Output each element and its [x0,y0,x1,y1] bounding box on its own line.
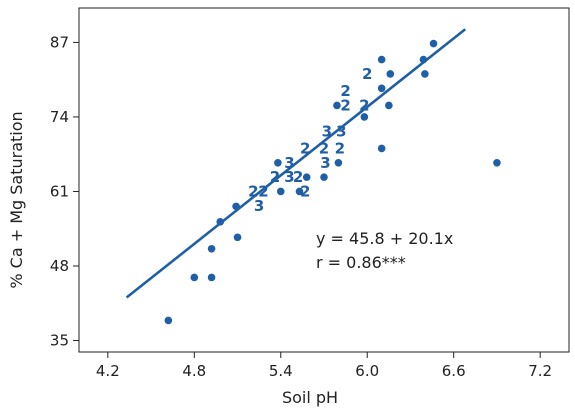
x-tick-label: 6.6 [442,362,466,380]
count-label: 2 [335,139,345,157]
x-tick-label: 4.8 [182,362,206,380]
regression-line [127,29,466,297]
count-label: 3 [320,154,330,172]
count-label: 3 [254,197,264,215]
data-point [208,274,216,282]
count-label: 2 [270,168,280,186]
y-tick-label: 74 [50,108,69,126]
data-points [165,40,501,325]
data-point [320,173,328,181]
x-tick-label: 4.2 [96,362,120,380]
data-point [386,70,394,78]
data-point [385,102,393,110]
data-point [378,145,386,153]
data-point [232,203,240,211]
count-label: 2 [300,139,310,157]
regression-line-group [127,29,466,297]
count-label: 3 [336,122,346,140]
data-point [165,317,173,325]
y-axis-label: % Ca + Mg Saturation [7,111,26,288]
data-point [208,245,216,253]
correlation-coefficient: r = 0.86*** [316,253,406,272]
data-point [274,159,282,167]
x-axis-label: Soil pH [282,388,338,407]
count-label: 2 [300,182,310,200]
data-point [421,70,429,78]
x-tick-label: 6.0 [355,362,379,380]
data-point [420,56,428,64]
data-point [378,56,386,64]
regression-equation: y = 45.8 + 20.1x [316,229,453,248]
count-label: 2 [362,65,372,83]
data-point [430,40,438,48]
x-tick-label: 7.2 [528,362,552,380]
count-label: 3 [322,122,332,140]
x-tick-label: 5.4 [269,362,293,380]
data-point [378,84,386,92]
y-tick-label: 61 [50,182,69,200]
data-point [277,188,285,196]
data-point [216,218,224,226]
data-point [303,173,311,181]
count-label: 2 [359,96,369,114]
data-point [234,234,242,242]
data-point [335,159,343,167]
data-point [190,274,198,282]
y-axis: 35 48 61 74 87 [50,33,79,349]
count-label: 2 [340,82,350,100]
x-axis: 4.2 4.8 5.4 6.0 6.6 7.2 [96,352,552,380]
y-tick-label: 48 [50,257,69,275]
y-tick-label: 87 [50,33,69,51]
data-point [493,159,501,167]
y-tick-label: 35 [50,332,69,350]
